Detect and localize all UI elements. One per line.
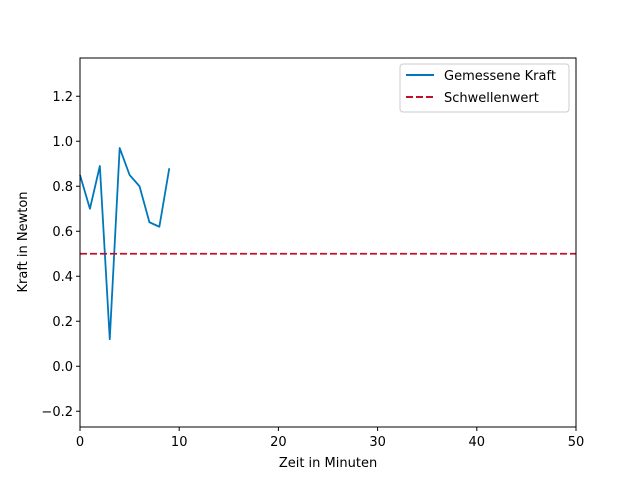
legend-label-threshold: Schwellenwert [444,91,539,106]
y-tick-label: 1.0 [52,135,73,150]
x-tick-label: 50 [568,435,585,450]
x-tick-label: 0 [76,435,84,450]
y-tick-label: 0.6 [52,225,73,240]
x-axis-label: Zeit in Minuten [279,456,377,471]
plot-background [80,58,576,427]
x-tick-label: 20 [270,435,287,450]
y-axis-label: Kraft in Newton [16,191,31,292]
x-tick-label: 40 [469,435,486,450]
series-layer [79,147,576,341]
y-tick-label: 0.0 [52,360,73,375]
series-line-0 [79,147,171,341]
plot-frame [79,57,577,428]
y-axis: −0.2 0.0 0.2 0.4 0.6 0.8 1.0 1.2 [41,90,80,420]
y-tick-label: 0.8 [52,180,73,195]
y-tick-label: 1.2 [52,90,73,105]
y-tick-label: 0.2 [52,315,73,330]
y-tick-label: −0.2 [41,405,73,420]
x-tick-label: 10 [171,435,188,450]
y-tick-label: 0.4 [52,270,73,285]
legend-label-measured: Gemessene Kraft [444,69,556,84]
legend: Gemessene Kraft Schwellenwert [399,63,570,113]
legend-box [399,63,570,113]
x-axis: 0 10 20 30 40 50 [76,427,584,450]
x-tick-label: 30 [369,435,386,450]
